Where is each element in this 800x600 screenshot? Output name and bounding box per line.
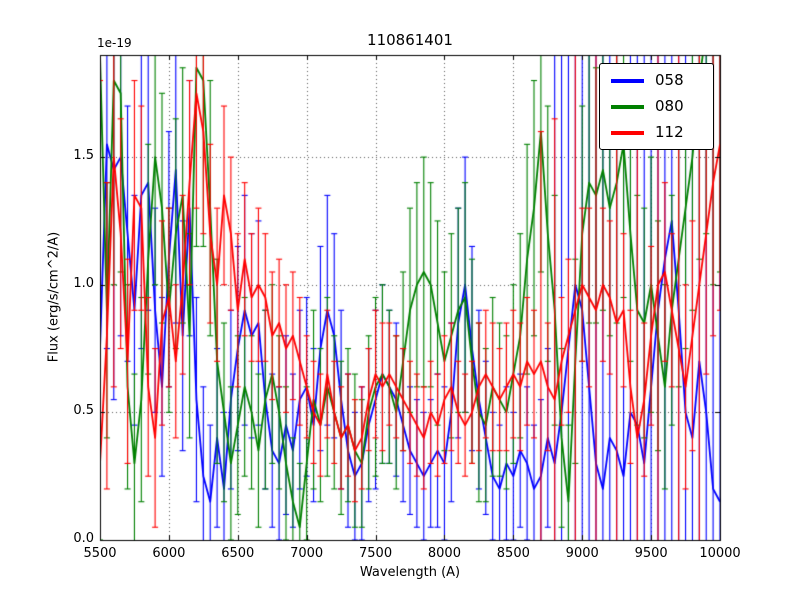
legend-line-swatch	[611, 104, 644, 109]
y-axis-label: Flux (erg/s/cm^2/A)	[46, 231, 62, 363]
chart-title: 110861401	[367, 31, 453, 49]
x-tick-label: 9000	[565, 546, 599, 561]
x-tick-label: 5500	[83, 546, 117, 561]
legend-label: 058	[655, 71, 684, 89]
legend-item: 080	[611, 99, 702, 114]
y-tick-label: 1.5	[73, 148, 94, 164]
x-axis-label: Wavelength (A)	[359, 565, 461, 580]
x-tick-label: 10000	[699, 546, 741, 561]
y-tick-label: 0.5	[73, 403, 94, 419]
x-tick-label: 6500	[221, 546, 255, 561]
x-tick-label: 7500	[359, 546, 393, 561]
x-tick-label: 8000	[427, 546, 461, 561]
legend-label: 112	[655, 123, 684, 141]
legend-item: 112	[611, 125, 702, 140]
legend-line-swatch	[611, 130, 644, 135]
x-tick-label: 8500	[496, 546, 530, 561]
legend-item: 058	[611, 73, 702, 88]
legend: 058 080 112	[599, 63, 714, 150]
y-tick-label: 1.0	[73, 275, 94, 291]
y-axis-offset-label: 1e-19	[97, 36, 132, 50]
legend-line-swatch	[611, 78, 644, 83]
x-tick-label: 7000	[290, 546, 324, 561]
x-tick-label: 9500	[634, 546, 668, 561]
y-tick-label: 0.0	[73, 531, 94, 546]
legend-label: 080	[655, 97, 684, 115]
x-tick-label: 6000	[152, 546, 186, 561]
